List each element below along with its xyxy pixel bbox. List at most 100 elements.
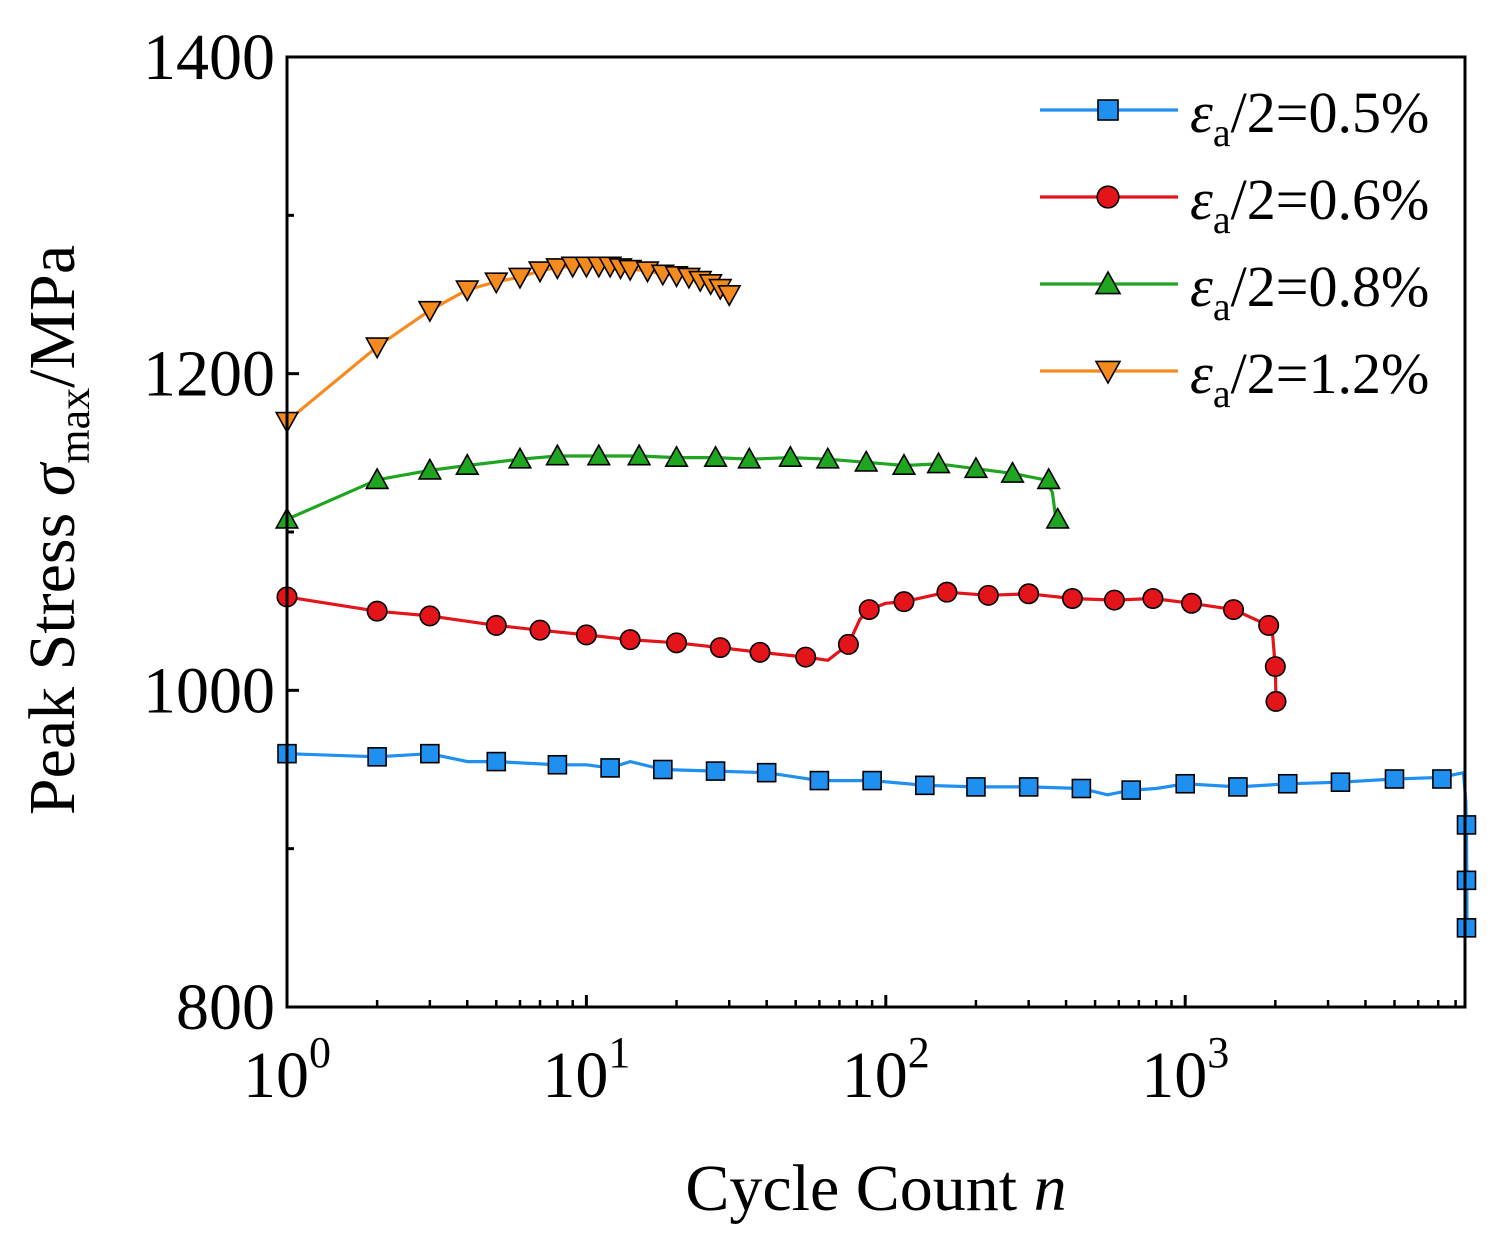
data-point-0-20: [1384, 769, 1405, 789]
data-point-1-5: [575, 624, 597, 646]
data-point-3-4: [484, 272, 509, 295]
data-point-0-21: [1432, 769, 1452, 789]
data-point-0-17: [1228, 777, 1248, 797]
data-point-1-8: [709, 637, 731, 659]
legend-label-rest-3: /2=1.2%: [1231, 341, 1430, 406]
x-tick-label-exp-2: 2: [908, 1028, 930, 1077]
y-tick-label-3: 1400: [143, 21, 275, 94]
data-point-0-24: [1456, 918, 1477, 938]
y-axis-label-prefix: Peak Stress: [16, 496, 89, 815]
legend: εa/2=0.5%εa/2=0.6%εa/2=0.8%εa/2=1.2%: [1040, 80, 1429, 416]
data-point-2-19: [1045, 506, 1070, 529]
legend-label-symbol-2: ε: [1190, 254, 1213, 319]
data-point-2-14: [891, 453, 917, 475]
y-axis-label-sub: max: [50, 388, 99, 464]
data-point-3-7: [545, 258, 570, 281]
data-point-1-12: [858, 599, 880, 621]
data-point-0-11: [915, 775, 935, 796]
legend-marker-0: [1097, 99, 1119, 121]
x-tick-label-exp-1: 1: [608, 1028, 630, 1077]
legend-label-rest-0: /2=0.5%: [1231, 80, 1430, 145]
data-point-2-2: [417, 457, 443, 480]
series-3: [274, 256, 742, 434]
data-point-1-10: [795, 646, 817, 668]
data-point-1-13: [893, 591, 915, 613]
legend-marker-2: [1094, 270, 1122, 295]
legend-label-symbol-3: ε: [1190, 341, 1213, 406]
data-point-2-17: [1000, 460, 1025, 483]
data-point-1-22: [1258, 614, 1280, 636]
x-axis-label-var: n: [1034, 1152, 1067, 1225]
data-point-3-1: [364, 337, 390, 360]
y-axis-label-symbol: σ: [16, 461, 89, 496]
data-point-3-13: [617, 259, 643, 282]
data-point-1-3: [485, 614, 507, 636]
x-tick-label-base-2: 10: [842, 1039, 908, 1112]
data-point-1-1: [366, 600, 388, 622]
y-axis-label-suffix: /MPa: [16, 245, 89, 388]
data-point-3-5: [507, 267, 533, 290]
data-point-2-15: [926, 451, 951, 474]
x-tick-label-base-1: 10: [542, 1039, 608, 1112]
data-point-0-19: [1330, 772, 1351, 792]
legend-label-0: εa/2=0.5%: [1190, 80, 1429, 155]
legend-label-rest-2: /2=0.8%: [1231, 254, 1430, 319]
data-point-0-5: [600, 758, 620, 778]
series-line-3: [285, 264, 731, 423]
y-tick-label-1: 1000: [143, 654, 275, 727]
x-axis-label-text: Cycle Count: [685, 1152, 1033, 1225]
series-1: [276, 581, 1287, 712]
legend-label-sub-0: a: [1213, 110, 1231, 155]
data-point-0-3: [486, 751, 507, 772]
x-tick-label-2: 102: [842, 1028, 930, 1112]
data-point-0-22: [1456, 815, 1477, 835]
data-point-0-12: [966, 777, 986, 797]
data-point-1-9: [749, 641, 771, 663]
x-tick-label-3: 103: [1141, 1028, 1229, 1112]
x-axis-label: Cycle Count n: [685, 1152, 1066, 1225]
data-point-3-2: [417, 300, 443, 323]
y-axis-label: Peak Stress σmax/MPa: [16, 245, 99, 815]
legend-label-rest-1: /2=0.6%: [1231, 167, 1430, 232]
legend-label-symbol-1: ε: [1190, 167, 1213, 232]
data-point-3-3: [455, 280, 480, 303]
data-point-2-6: [586, 443, 611, 466]
data-point-1-7: [666, 632, 688, 654]
x-tick-label-0: 100: [243, 1028, 331, 1112]
legend-label-1: εa/2=0.6%: [1190, 167, 1429, 242]
series-layer: [274, 256, 1477, 938]
data-point-1-2: [419, 605, 441, 627]
y-tick-label-2: 1200: [143, 338, 275, 411]
data-point-0-10: [862, 770, 882, 791]
data-point-1-4: [529, 619, 551, 641]
data-point-1-16: [1018, 583, 1040, 605]
data-point-2-16: [963, 456, 989, 479]
data-point-2-3: [455, 453, 480, 475]
data-point-2-4: [507, 446, 533, 469]
legend-label-3: εa/2=1.2%: [1190, 341, 1429, 416]
x-tick-label-1: 101: [542, 1028, 630, 1112]
data-point-2-11: [778, 445, 803, 468]
data-point-2-5: [545, 443, 570, 466]
series-2: [274, 443, 1070, 529]
data-point-2-18: [1036, 467, 1061, 490]
data-point-0-4: [547, 754, 568, 775]
data-point-0-15: [1121, 780, 1141, 800]
data-point-1-15: [977, 584, 999, 606]
x-tick-label-base-3: 10: [1141, 1039, 1207, 1112]
legend-label-2: εa/2=0.8%: [1190, 254, 1429, 329]
data-point-1-6: [619, 629, 641, 651]
x-tick-label-exp-3: 3: [1207, 1028, 1229, 1077]
legend-label-symbol-0: ε: [1190, 80, 1213, 145]
data-point-0-13: [1018, 777, 1039, 797]
data-point-2-13: [854, 449, 879, 472]
data-point-0-23: [1456, 870, 1477, 891]
data-point-0-18: [1277, 773, 1298, 794]
data-point-0-1: [367, 747, 387, 767]
data-point-0-6: [653, 759, 673, 780]
data-point-1-21: [1223, 599, 1245, 621]
data-point-1-11: [837, 633, 859, 655]
data-point-1-20: [1181, 592, 1203, 614]
data-point-1-23: [1264, 656, 1286, 678]
